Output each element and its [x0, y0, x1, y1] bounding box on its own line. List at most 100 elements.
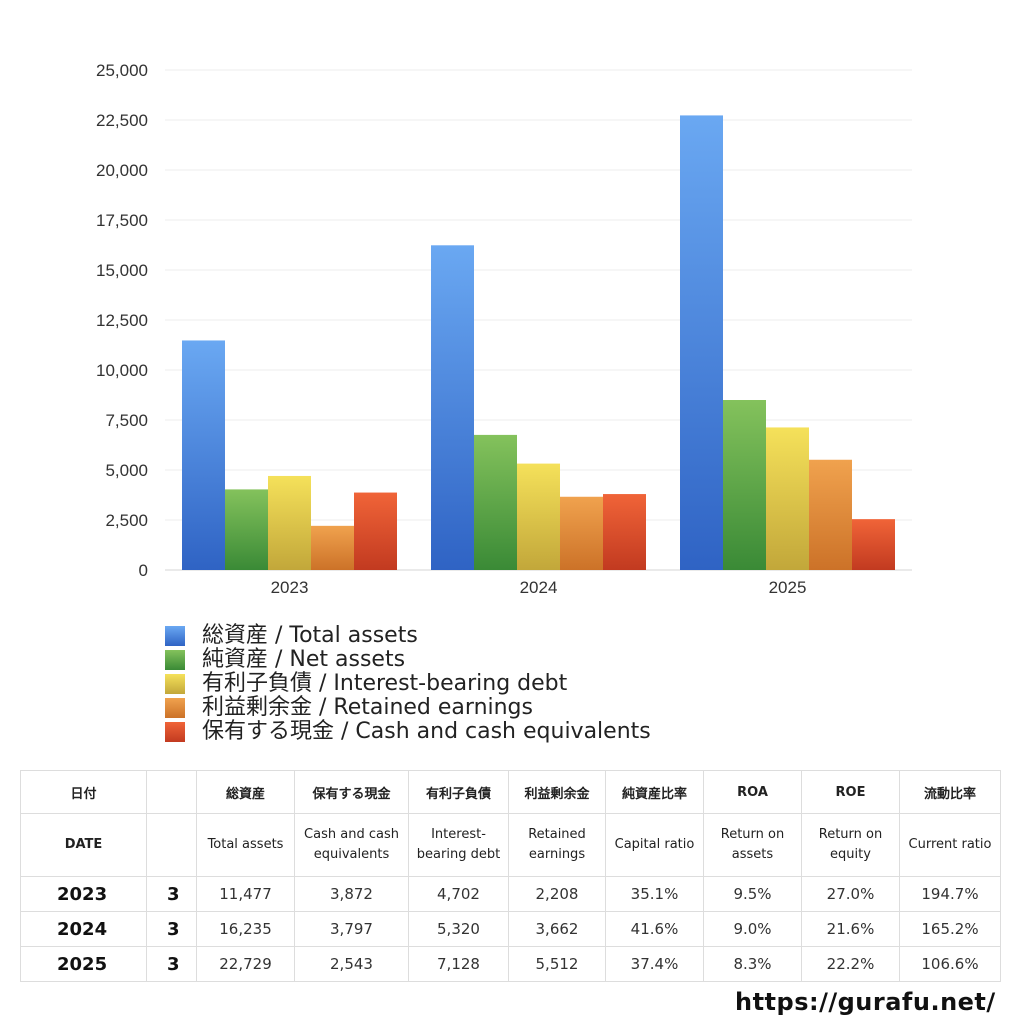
year-cell: 2024 [20, 911, 147, 947]
bar-chart: 0 2,500 5,000 7,500 10,000 12,500 15,000 17,500… [96, 61, 912, 597]
roe-cell: 27.0% [801, 876, 900, 912]
header-cell: Retained earnings [508, 813, 606, 877]
current-ratio-cell: 106.6% [899, 946, 1001, 982]
total-assets-cell: 16,235 [196, 911, 295, 947]
month-cell: 3 [146, 876, 197, 912]
table-row: 2023 3 11,477 3,872 4,702 2,208 35.1% 9.… [20, 876, 1001, 912]
legend-label-net-assets: 純資産 / Net assets [202, 647, 406, 672]
legend-label-total-assets: 総資産 / Total assets [202, 623, 418, 648]
bar [809, 459, 852, 570]
cash-cell: 3,872 [294, 876, 409, 912]
bar [182, 340, 225, 570]
bar [311, 525, 354, 570]
roa-cell: 9.0% [703, 911, 802, 947]
header-cell: 有利子負債 [408, 770, 509, 814]
current-ratio-cell: 194.7% [899, 876, 1001, 912]
bar [603, 494, 646, 570]
bar [431, 245, 474, 571]
header-cell: Capital ratio [605, 813, 704, 877]
retained-cell: 2,208 [508, 876, 606, 912]
legend-label-cash: 保有する現金 / Cash and cash equivalents [202, 719, 651, 744]
bar [225, 489, 268, 570]
site-url: https://gurafu.net/ [735, 988, 996, 1016]
legend-label-retained-earnings: 利益剰余金 / Retained earnings [202, 695, 533, 720]
header-cell: 総資産 [196, 770, 295, 814]
legend-item: 保有する現金 / Cash and cash equivalents [165, 720, 651, 744]
header-cell: Interest-bearing debt [408, 813, 509, 877]
bar [517, 463, 560, 570]
header-cell: Current ratio [899, 813, 1001, 877]
y-tick-label: 10,000 [96, 361, 148, 380]
legend-swatch-interest-bearing-debt [165, 674, 185, 694]
header-cell: 保有する現金 [294, 770, 409, 814]
header-cell: 利益剰余金 [508, 770, 606, 814]
bar [474, 434, 517, 570]
table-row: 2025 3 22,729 2,543 7,128 5,512 37.4% 8.… [20, 946, 1001, 982]
roa-cell: 9.5% [703, 876, 802, 912]
legend-item: 純資産 / Net assets [165, 648, 651, 672]
bar [354, 492, 397, 570]
header-cell: ROE [801, 770, 900, 814]
y-tick-label: 7,500 [105, 411, 148, 430]
retained-cell: 5,512 [508, 946, 606, 982]
header-cell [146, 770, 197, 814]
header-cell: Total assets [196, 813, 295, 877]
capital-ratio-cell: 35.1% [605, 876, 704, 912]
legend-item: 利益剰余金 / Retained earnings [165, 696, 651, 720]
bar [268, 475, 311, 570]
x-tick-label: 2023 [271, 578, 309, 597]
x-tick-label: 2024 [520, 578, 558, 597]
capital-ratio-cell: 41.6% [605, 911, 704, 947]
current-ratio-cell: 165.2% [899, 911, 1001, 947]
bar [723, 400, 766, 570]
legend-swatch-retained-earnings [165, 698, 185, 718]
month-cell: 3 [146, 946, 197, 982]
header-cell: 日付 [20, 770, 147, 814]
capital-ratio-cell: 37.4% [605, 946, 704, 982]
y-tick-label: 0 [139, 561, 148, 580]
table-header-en: DATE Total assets Cash and cash equivale… [20, 813, 1001, 877]
total-assets-cell: 11,477 [196, 876, 295, 912]
debt-cell: 4,702 [408, 876, 509, 912]
year-cell: 2025 [20, 946, 147, 982]
y-tick-label: 25,000 [96, 61, 148, 80]
total-assets-cell: 22,729 [196, 946, 295, 982]
bar [560, 496, 603, 570]
year-cell: 2023 [20, 876, 147, 912]
header-cell [146, 813, 197, 877]
x-axis-ticks: 2023 2024 2025 [271, 578, 807, 597]
y-tick-label: 22,500 [96, 111, 148, 130]
financial-table: 日付 総資産 保有する現金 有利子負債 利益剰余金 純資産比率 ROA ROE … [20, 770, 1001, 982]
legend-item: 総資産 / Total assets [165, 624, 651, 648]
retained-cell: 3,662 [508, 911, 606, 947]
header-cell: 流動比率 [899, 770, 1001, 814]
header-cell: DATE [20, 813, 147, 877]
legend: 総資産 / Total assets 純資産 / Net assets 有利子負… [165, 624, 651, 744]
bars [182, 115, 895, 571]
debt-cell: 7,128 [408, 946, 509, 982]
y-tick-label: 20,000 [96, 161, 148, 180]
legend-swatch-cash [165, 722, 185, 742]
month-cell: 3 [146, 911, 197, 947]
y-tick-label: 17,500 [96, 211, 148, 230]
y-tick-label: 5,000 [105, 461, 148, 480]
bar [766, 427, 809, 570]
y-tick-label: 15,000 [96, 261, 148, 280]
table-header-ja: 日付 総資産 保有する現金 有利子負債 利益剰余金 純資産比率 ROA ROE … [20, 770, 1001, 814]
legend-label-interest-bearing-debt: 有利子負債 / Interest-bearing debt [202, 671, 568, 696]
header-cell: Return on equity [801, 813, 900, 877]
header-cell: Return on assets [703, 813, 802, 877]
table-row: 2024 3 16,235 3,797 5,320 3,662 41.6% 9.… [20, 911, 1001, 947]
header-cell: 純資産比率 [605, 770, 704, 814]
legend-item: 有利子負債 / Interest-bearing debt [165, 672, 651, 696]
roe-cell: 22.2% [801, 946, 900, 982]
legend-swatch-net-assets [165, 650, 185, 670]
legend-swatch-total-assets [165, 626, 185, 646]
bar [852, 519, 895, 570]
y-axis-ticks: 0 2,500 5,000 7,500 10,000 12,500 15,000 17,500… [96, 61, 148, 580]
header-cell: ROA [703, 770, 802, 814]
roe-cell: 21.6% [801, 911, 900, 947]
cash-cell: 3,797 [294, 911, 409, 947]
y-tick-label: 2,500 [105, 511, 148, 530]
x-tick-label: 2025 [769, 578, 807, 597]
